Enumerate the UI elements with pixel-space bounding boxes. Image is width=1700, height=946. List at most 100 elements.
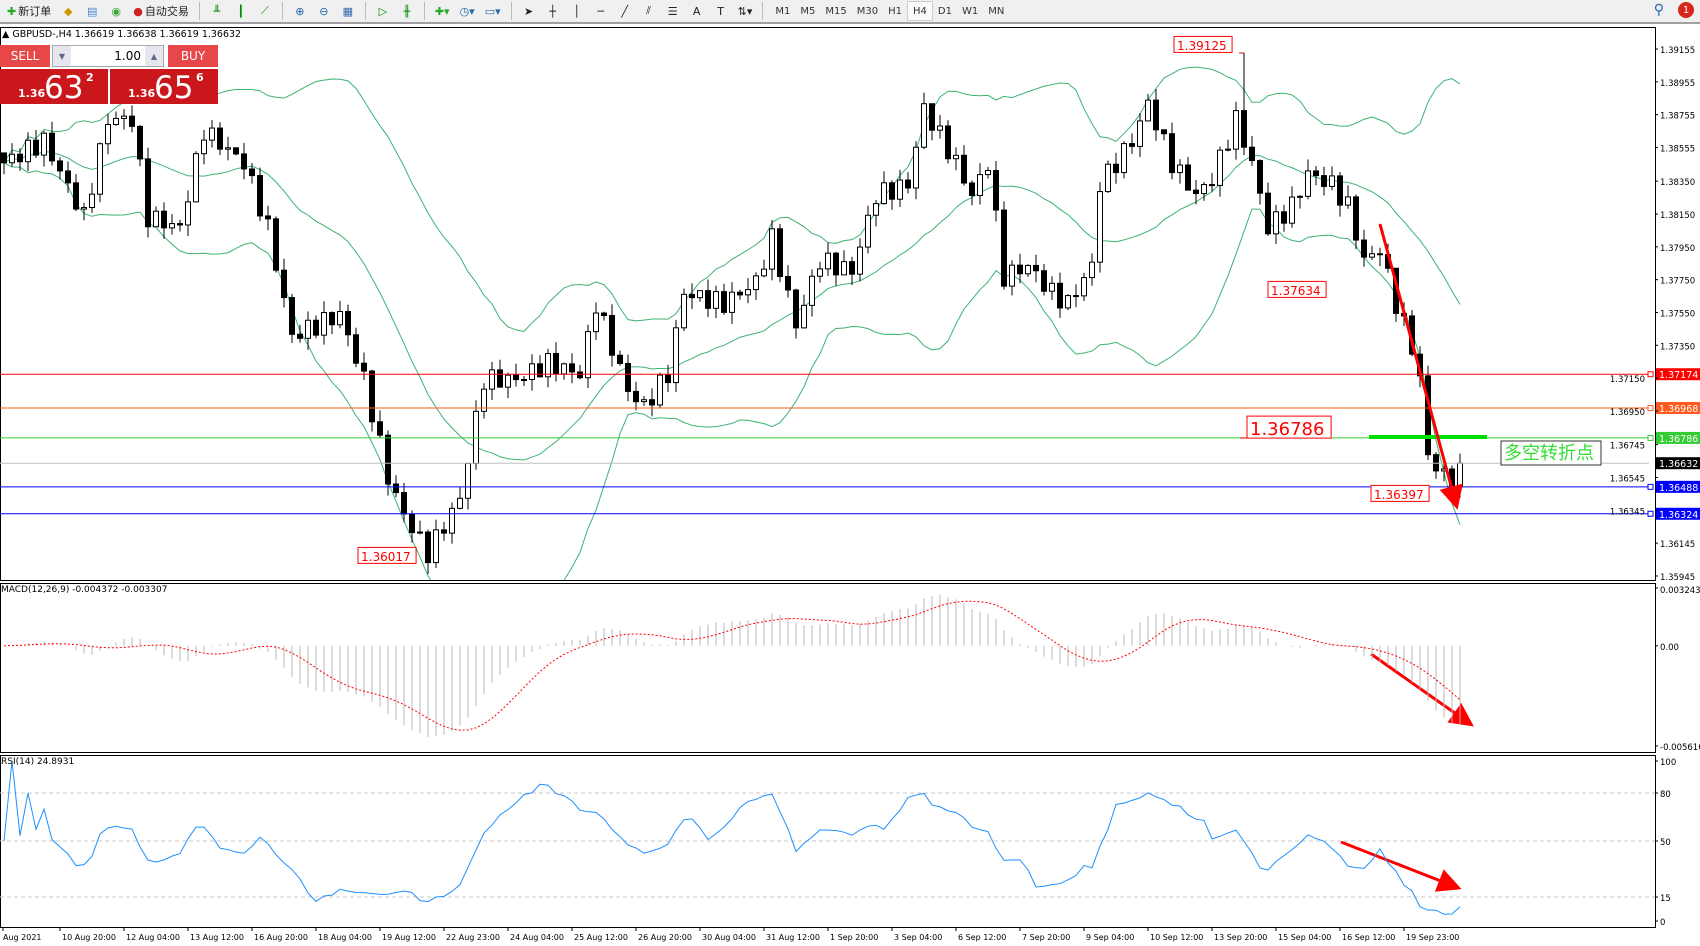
bollinger-band-upper bbox=[3, 66, 1461, 332]
crosshair-icon[interactable]: ┼ bbox=[549, 4, 556, 18]
bid-prefix: 1.36 bbox=[18, 87, 46, 100]
sell-button[interactable]: SELL bbox=[0, 45, 50, 67]
candle bbox=[761, 268, 767, 277]
timeframe-w1[interactable]: W1 bbox=[961, 5, 979, 17]
cursor-icon[interactable]: ➤ bbox=[524, 4, 534, 18]
candle bbox=[1305, 170, 1311, 197]
indicators-icon[interactable]: ✚▾ bbox=[434, 4, 450, 18]
x-tick-label: 1 Sep 20:00 bbox=[830, 933, 878, 942]
auto-trading-button[interactable]: ● 自动交易 bbox=[130, 1, 192, 21]
candle bbox=[1185, 164, 1191, 191]
timeframe-m1[interactable]: M1 bbox=[775, 5, 791, 17]
bar-chart-icon[interactable]: ╨ bbox=[213, 4, 221, 18]
bid-price[interactable]: 1.36 63 2 bbox=[0, 69, 108, 104]
ask-price[interactable]: 1.36 65 6 bbox=[110, 69, 218, 104]
timeframe-d1[interactable]: D1 bbox=[937, 5, 952, 17]
fibonacci-icon[interactable]: ☰ bbox=[667, 4, 678, 18]
timeframe-m5[interactable]: M5 bbox=[800, 5, 816, 17]
timeframe-m30[interactable]: M30 bbox=[856, 5, 879, 17]
templates-icon[interactable]: ▭▾ bbox=[484, 4, 501, 18]
candle bbox=[129, 115, 135, 127]
trendline-icon[interactable]: ╱ bbox=[621, 4, 628, 18]
candle bbox=[257, 175, 263, 217]
candle bbox=[97, 143, 103, 195]
vertical-line-icon[interactable]: │ bbox=[573, 4, 580, 18]
candle bbox=[585, 331, 591, 379]
rsi-tick-label: 0 bbox=[1660, 918, 1665, 928]
candle bbox=[313, 319, 319, 336]
candle bbox=[1081, 277, 1087, 297]
navigator-icon[interactable]: ◉ bbox=[111, 4, 122, 18]
text-icon[interactable]: A bbox=[692, 4, 701, 18]
new-order-button[interactable]: ✚ 新订单 bbox=[4, 1, 54, 21]
market-watch-icon[interactable]: ◆ bbox=[63, 4, 73, 18]
pivot-text: 多空转折点 bbox=[1504, 443, 1594, 464]
ohlc-values: 1.36619 1.36638 1.36619 1.36632 bbox=[74, 29, 242, 40]
lot-size-stepper[interactable]: ▼ 1.00 ▲ bbox=[52, 45, 164, 67]
zoom-out-icon[interactable]: ⊖ bbox=[319, 4, 329, 18]
candle bbox=[1153, 99, 1159, 131]
candle bbox=[1457, 462, 1463, 488]
price-annotation-box bbox=[1173, 35, 1233, 53]
rsi-line bbox=[3, 760, 1461, 915]
candle bbox=[801, 304, 807, 329]
y-tick-label: 1.39155 bbox=[1660, 46, 1695, 56]
candle bbox=[673, 327, 679, 384]
rsi-label: RSI(14) 24.8931 bbox=[1, 757, 75, 767]
autoscroll-icon[interactable]: ▷ bbox=[378, 4, 388, 18]
candle bbox=[449, 507, 455, 534]
x-tick-label: 13 Aug 12:00 bbox=[190, 933, 244, 942]
lot-decrease-icon[interactable]: ▼ bbox=[53, 46, 71, 66]
x-tick-label: 3 Sep 04:00 bbox=[894, 933, 942, 942]
periods-clock-icon[interactable]: ◷▾ bbox=[459, 4, 475, 18]
candle bbox=[865, 214, 871, 248]
candle bbox=[65, 170, 71, 184]
lot-increase-icon[interactable]: ▲ bbox=[145, 46, 163, 66]
y-tick-label: 1.37750 bbox=[1660, 277, 1695, 287]
timeframe-h1[interactable]: H1 bbox=[888, 5, 902, 17]
candle bbox=[601, 312, 607, 317]
chart-shift-icon[interactable]: ╫ bbox=[403, 4, 411, 18]
candle bbox=[1129, 143, 1135, 147]
timeframe-mn[interactable]: MN bbox=[988, 5, 1005, 17]
timeframe-m15[interactable]: M15 bbox=[825, 5, 847, 17]
line-handle bbox=[1647, 483, 1654, 490]
arrows-icon[interactable]: ⇅▾ bbox=[737, 4, 753, 18]
lot-size-input[interactable]: 1.00 bbox=[114, 49, 141, 63]
rsi-tick-label: 50 bbox=[1660, 838, 1671, 848]
candle bbox=[89, 193, 95, 209]
y-tick-label: 1.38955 bbox=[1660, 79, 1695, 89]
search-icon[interactable]: ⚲ bbox=[1653, 2, 1664, 18]
equidistant-channel-icon[interactable]: ⫽ bbox=[646, 4, 652, 17]
candle bbox=[233, 147, 239, 155]
candle bbox=[153, 210, 159, 228]
candle bbox=[1329, 175, 1335, 187]
candle bbox=[121, 115, 127, 119]
candle bbox=[265, 215, 271, 220]
data-window-icon[interactable]: ▤ bbox=[87, 4, 98, 18]
price-tag bbox=[1656, 480, 1700, 493]
candle bbox=[713, 291, 719, 309]
auto-trading-label: 自动交易 bbox=[144, 5, 189, 18]
candle bbox=[1049, 282, 1055, 292]
price-trend-arrow bbox=[1378, 223, 1463, 510]
candlestick-icon[interactable]: ┃ bbox=[237, 4, 245, 18]
line-chart-icon[interactable]: ⟋ bbox=[260, 4, 269, 17]
text-label-icon[interactable]: T bbox=[717, 4, 724, 18]
candle bbox=[1289, 196, 1295, 224]
horizontal-line-icon[interactable]: ─ bbox=[597, 4, 604, 18]
candle bbox=[641, 399, 647, 403]
notifications-badge[interactable]: 1 bbox=[1678, 2, 1694, 18]
price-tag-text: 1.37174 bbox=[1659, 370, 1698, 381]
chart-area[interactable]: 1.371741.369681.367861.366321.364881.363… bbox=[0, 26, 1700, 946]
buy-button[interactable]: BUY bbox=[168, 45, 218, 67]
candle bbox=[1073, 295, 1079, 298]
candle bbox=[961, 154, 967, 184]
tile-windows-icon[interactable]: ▦ bbox=[342, 4, 354, 18]
zoom-in-icon[interactable]: ⊕ bbox=[295, 4, 305, 18]
macd-tick-label: 0.003243 bbox=[1660, 586, 1700, 596]
candle bbox=[1377, 253, 1383, 256]
candle bbox=[857, 246, 863, 275]
price-plot bbox=[0, 66, 1649, 580]
timeframe-h4[interactable]: H4 bbox=[906, 1, 933, 21]
